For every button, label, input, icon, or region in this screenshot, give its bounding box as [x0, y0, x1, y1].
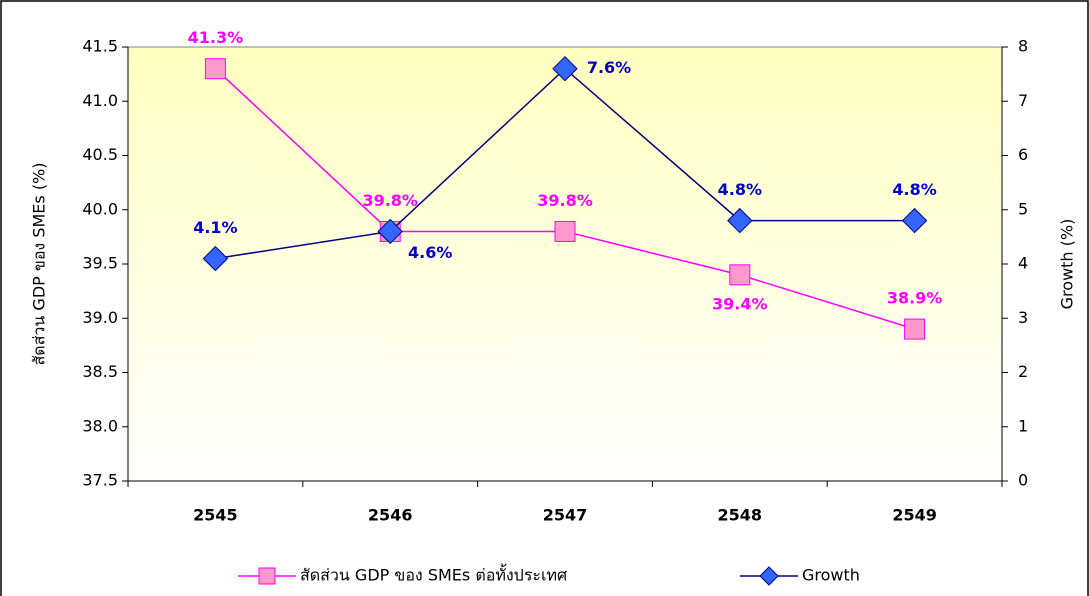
data-label: 39.8% — [362, 191, 418, 210]
legend-label: สัดส่วน GDP ของ SMEs ต่อทั้งประเทศ — [300, 564, 567, 585]
y2-tick-label: 2 — [1018, 362, 1028, 381]
data-label: 39.4% — [712, 294, 768, 313]
y-tick-label: 39.0 — [82, 308, 118, 327]
y-tick-label: 41.5 — [82, 37, 118, 56]
y-tick-label: 40.0 — [82, 199, 118, 218]
x-tick-label: 2549 — [892, 506, 937, 525]
y2-tick-label: 5 — [1018, 199, 1028, 218]
legend-marker — [258, 567, 276, 585]
marker — [727, 207, 753, 234]
y2-tick-label: 7 — [1018, 91, 1028, 110]
plot-area — [127, 46, 1003, 482]
marker — [904, 318, 926, 340]
y2-tick-label: 3 — [1018, 308, 1028, 327]
marker — [901, 207, 928, 234]
y-tick-label: 41.0 — [82, 91, 118, 110]
data-label: 4.8% — [718, 180, 762, 199]
y-tick-label: 38.5 — [82, 362, 118, 381]
y-axis-title: สัดส่วน GDP ของ SMEs (%) — [30, 162, 49, 365]
legend-label: Growth — [802, 566, 860, 585]
data-label: 4.8% — [892, 180, 936, 199]
marker — [204, 58, 226, 80]
marker — [377, 218, 403, 245]
y2-axis-title: Growth (%) — [1058, 219, 1077, 310]
marker — [552, 55, 578, 82]
x-tick-label: 2548 — [718, 506, 763, 525]
data-label: 41.3% — [188, 28, 244, 47]
y-tick-label: 39.5 — [82, 254, 118, 273]
data-label: 39.8% — [537, 191, 593, 210]
y-tick-label: 38.0 — [82, 416, 118, 435]
data-label: 7.6% — [587, 58, 631, 77]
data-label: 4.1% — [193, 218, 237, 237]
x-tick-label: 2545 — [193, 506, 238, 525]
y2-tick-label: 1 — [1018, 416, 1028, 435]
y2-tick-label: 6 — [1018, 145, 1028, 164]
x-tick-label: 2547 — [543, 506, 588, 525]
y2-tick-label: 4 — [1018, 254, 1028, 273]
data-label: 4.6% — [408, 243, 452, 262]
y-tick-label: 40.5 — [82, 145, 118, 164]
y-tick-label: 37.5 — [82, 471, 118, 490]
y2-tick-label: 0 — [1018, 471, 1028, 490]
x-tick-label: 2546 — [368, 506, 413, 525]
legend-marker — [759, 566, 779, 586]
marker — [202, 245, 229, 272]
marker — [554, 220, 576, 242]
data-label: 38.9% — [887, 289, 943, 308]
y2-tick-label: 8 — [1018, 37, 1028, 56]
marker — [729, 264, 751, 286]
